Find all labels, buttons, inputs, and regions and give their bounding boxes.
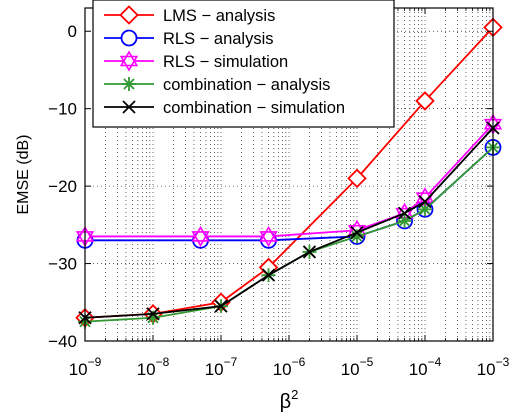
x-tick-label: 10−3: [477, 355, 510, 379]
legend-entry: LMS − analysis: [104, 5, 275, 25]
legend-marker: [120, 29, 138, 47]
legend-label: RLS − analysis: [163, 30, 274, 48]
legend-label: LMS − analysis: [163, 7, 275, 25]
data-point: [347, 168, 367, 189]
legend-label: RLS − simulation: [163, 53, 288, 71]
legend-entry: RLS − simulation: [104, 50, 288, 72]
legend: LMS − analysis RLS − analysis RLS − simula…: [92, 0, 395, 128]
legend-entry: RLS − analysis: [104, 29, 274, 48]
x-tick-label: 10−6: [273, 355, 306, 379]
y-tick-label: −20: [48, 177, 77, 196]
y-axis-label: EMSE (dB): [15, 134, 32, 214]
axis-ticks: 10−9 10−8 10−7 10−6 10−5 10−4 10−3 0 −10 −20 −30 −4…: [48, 8, 510, 379]
data-point: [397, 206, 412, 220]
data-point: [259, 225, 278, 248]
legend-marker: [122, 100, 136, 114]
x-tick-label: 10−7: [205, 355, 238, 379]
data-point: [261, 268, 276, 282]
data-point: [350, 225, 364, 240]
x-tick-label: 10−4: [409, 355, 442, 379]
x-tick-label: 10−9: [69, 355, 102, 379]
data-point: [191, 225, 210, 248]
data-point: [415, 91, 435, 111]
y-tick-label: −40: [48, 332, 77, 351]
data-point: [418, 194, 432, 209]
y-tick-label: −30: [48, 255, 77, 274]
legend-marker: [119, 50, 139, 72]
x-axis-label-superscript: 2: [291, 387, 298, 402]
y-tick-label: 0: [68, 22, 77, 41]
legend-box: [92, 0, 395, 128]
x-axis-label: β2: [280, 387, 299, 413]
legend-label: combination − analysis: [163, 76, 330, 94]
y-tick-label: −10: [48, 100, 77, 119]
data-point: [214, 299, 228, 313]
legend-entry: combination − simulation: [104, 99, 345, 117]
x-tick-label: 10−5: [341, 355, 374, 379]
data-point: [302, 245, 317, 259]
x-tick-label: 10−8: [137, 355, 170, 379]
data-point: [146, 307, 160, 321]
legend-marker: [119, 5, 139, 25]
legend-entry: combination − analysis: [104, 76, 330, 94]
legend-marker: [122, 77, 136, 91]
legend-label: combination − simulation: [163, 99, 345, 117]
